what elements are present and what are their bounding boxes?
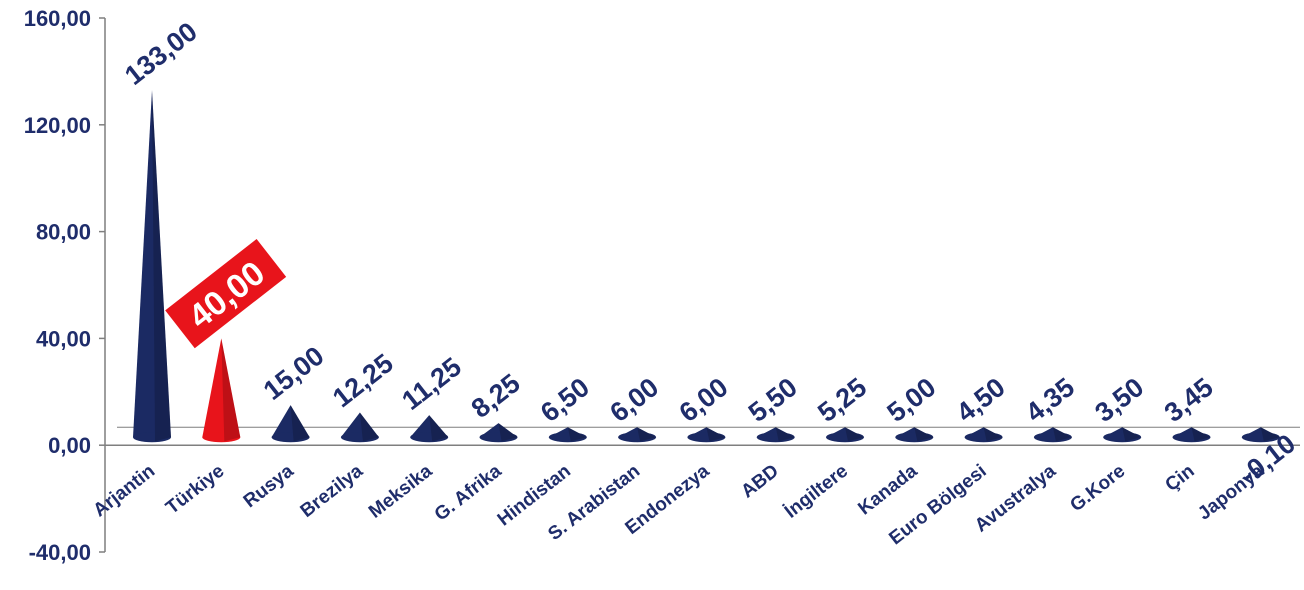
bar-shade — [637, 427, 657, 442]
x-tick-label: Çin — [1162, 461, 1199, 496]
data-label: 133,00 — [119, 16, 203, 90]
data-label: 5,00 — [882, 372, 942, 428]
y-tick-label: -40,00 — [29, 540, 91, 565]
y-tick-label: 80,00 — [36, 220, 91, 245]
x-tick-label: ABD — [737, 461, 782, 503]
data-label: 3,45 — [1159, 372, 1219, 428]
y-tick-label: 40,00 — [36, 326, 91, 351]
data-label: 4,35 — [1020, 372, 1080, 428]
data-label: 8,25 — [466, 368, 526, 424]
bar-base — [687, 432, 726, 443]
bar-rusya — [271, 405, 310, 438]
bar-shade — [290, 405, 310, 442]
highlight-label-box — [165, 238, 287, 349]
data-label: 4,50 — [951, 372, 1011, 428]
bar-shade — [845, 427, 864, 442]
data-label: 3,50 — [1089, 372, 1149, 428]
bar-brezilya — [340, 412, 379, 438]
bar-shade — [706, 427, 726, 442]
bar-base — [1172, 432, 1211, 443]
highlight-label: 40,00 — [165, 238, 287, 349]
bar-base — [964, 432, 1003, 443]
bar-base — [340, 432, 379, 443]
x-tick-label: G.Kore — [1066, 461, 1129, 517]
bar-shade — [567, 427, 587, 442]
x-tick-label: Brezilya — [297, 460, 368, 522]
data-label: 6,00 — [604, 372, 664, 428]
bar-base — [756, 432, 795, 443]
bar-arjantin — [133, 90, 171, 438]
bar-shade — [1260, 427, 1280, 442]
data-label: 5,25 — [812, 372, 872, 428]
bar-base — [618, 432, 657, 443]
bar-meksika — [410, 415, 449, 438]
bar-shade — [775, 427, 795, 442]
bar-base — [479, 432, 518, 443]
bars — [133, 90, 1280, 443]
bar-shade — [1052, 427, 1072, 442]
bar-base — [1241, 432, 1280, 443]
x-tick-label: Türkiye — [162, 461, 228, 519]
bar-base — [410, 432, 449, 443]
data-label: 6,50 — [535, 372, 595, 428]
bar-base — [1033, 432, 1072, 443]
bar-base — [271, 432, 310, 443]
bar-shade — [221, 338, 241, 442]
bar-t-rkiye — [202, 338, 241, 438]
bar-shade — [498, 423, 518, 442]
data-label: 15,00 — [258, 341, 330, 406]
bar-base — [895, 432, 934, 443]
bar-base — [133, 432, 171, 443]
bar-base — [1103, 432, 1142, 443]
x-tick-label: Kanada — [854, 460, 921, 519]
bar-shade — [1122, 427, 1142, 442]
data-label: 5,50 — [743, 372, 803, 428]
bar-shade — [429, 415, 449, 442]
x-tick-label: Meksika — [365, 460, 437, 522]
data-label: 12,25 — [327, 348, 399, 413]
bar-shade — [152, 90, 171, 442]
bar-base — [548, 432, 587, 443]
bar-base — [826, 432, 864, 443]
bar-shade — [983, 427, 1003, 442]
x-tick-label: Rusya — [240, 460, 298, 512]
data-label: 11,25 — [396, 352, 467, 416]
y-tick-label: 120,00 — [24, 113, 91, 138]
bar-shade — [359, 412, 379, 442]
data-label: 6,00 — [674, 372, 734, 428]
bar-shade — [1191, 427, 1211, 442]
y-tick-label: 160,00 — [24, 6, 91, 31]
y-tick-label: 0,00 — [48, 433, 91, 458]
y-axis-ticks: -40,00 0,00 40,00 80,00 120,00 160,00 — [24, 6, 105, 565]
x-tick-label: İngiltere — [781, 461, 852, 523]
bar-shade — [914, 427, 934, 442]
x-tick-label: Arjantin — [90, 461, 159, 522]
bar-base — [202, 432, 241, 443]
axes — [104, 18, 1300, 552]
